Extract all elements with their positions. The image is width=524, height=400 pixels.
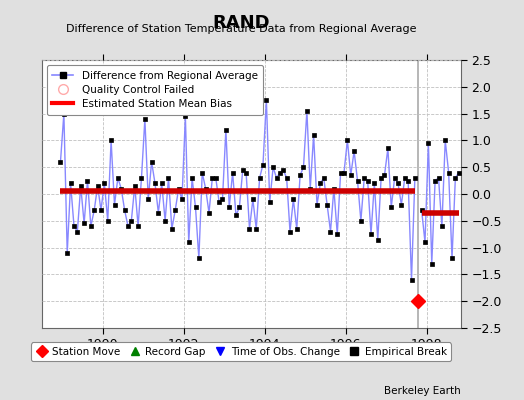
Text: Difference of Station Temperature Data from Regional Average: Difference of Station Temperature Data f… bbox=[66, 24, 416, 34]
Legend: Difference from Regional Average, Quality Control Failed, Estimated Station Mean: Difference from Regional Average, Qualit… bbox=[47, 65, 263, 115]
Text: Berkeley Earth: Berkeley Earth bbox=[385, 386, 461, 396]
Text: RAND: RAND bbox=[212, 14, 270, 32]
Legend: Station Move, Record Gap, Time of Obs. Change, Empirical Break: Station Move, Record Gap, Time of Obs. C… bbox=[31, 342, 451, 361]
